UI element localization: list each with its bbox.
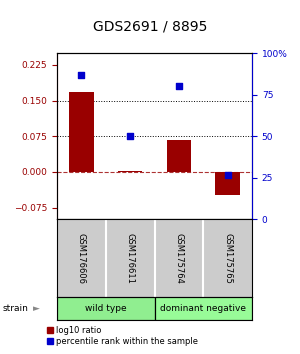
Text: GSM176606: GSM176606 <box>77 233 86 284</box>
Bar <box>57 297 154 320</box>
Bar <box>118 171 142 172</box>
Bar <box>215 172 240 195</box>
Text: ►: ► <box>33 304 40 313</box>
Point <box>225 172 230 177</box>
Bar <box>69 92 94 172</box>
Bar <box>154 297 252 320</box>
Text: GSM175764: GSM175764 <box>174 233 183 284</box>
Text: wild type: wild type <box>85 304 127 313</box>
Text: GSM175765: GSM175765 <box>223 233 232 284</box>
Point <box>79 72 84 78</box>
Bar <box>167 139 191 172</box>
Text: strain: strain <box>3 304 29 313</box>
Legend: log10 ratio, percentile rank within the sample: log10 ratio, percentile rank within the … <box>46 326 198 347</box>
Point <box>176 84 181 89</box>
Point <box>128 133 133 139</box>
Text: GSM176611: GSM176611 <box>126 233 135 284</box>
Text: dominant negative: dominant negative <box>160 304 246 313</box>
Text: GDS2691 / 8895: GDS2691 / 8895 <box>93 19 207 34</box>
